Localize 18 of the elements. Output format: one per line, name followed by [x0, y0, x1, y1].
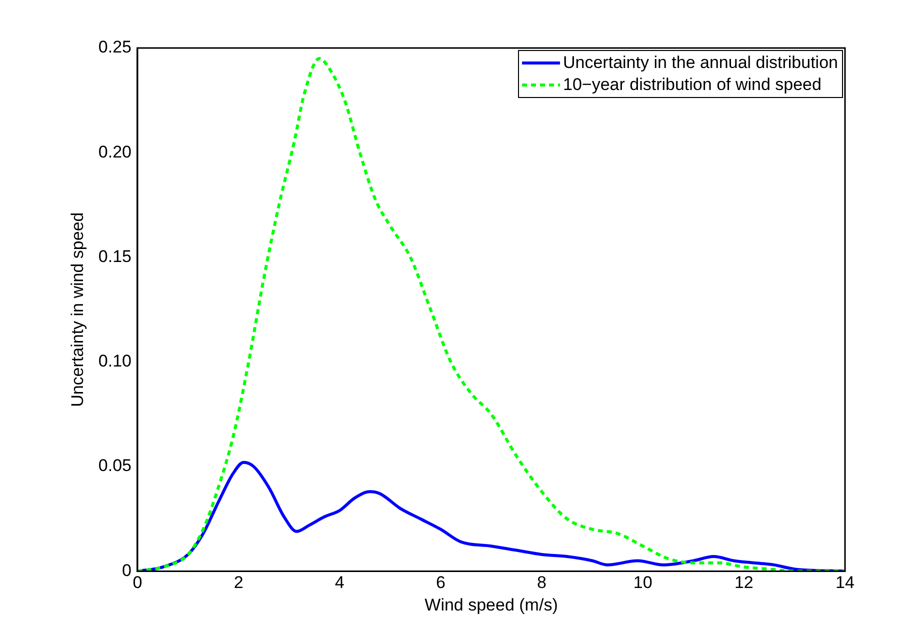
y-tick-label: 0.15: [98, 246, 132, 266]
line-series: [137, 56, 845, 572]
y-tick-label: 0.05: [98, 456, 132, 476]
x-tick-label: 14: [836, 573, 854, 592]
x-tick-label: 4: [334, 573, 344, 592]
y-tick-label: 0.10: [98, 352, 132, 371]
y-tick-label: 0: [122, 560, 132, 580]
x-axis-title: Wind speed (m/s): [424, 595, 558, 614]
y-axis-title: Uncertainty in wind speed: [68, 212, 87, 407]
x-tick-label: 12: [734, 573, 754, 592]
y-tick-label: 0.25: [98, 38, 132, 57]
y-tick-label: 0.20: [98, 142, 132, 162]
legend-label: Uncertainty in the annual distribution: [563, 52, 838, 74]
x-tick-label: 10: [633, 573, 652, 592]
x-tick-label: 2: [234, 573, 244, 592]
x-tick-label: 8: [537, 573, 547, 592]
x-tick-label: 6: [436, 573, 446, 592]
legend-label: 10−year distribution of wind speed: [563, 74, 822, 96]
